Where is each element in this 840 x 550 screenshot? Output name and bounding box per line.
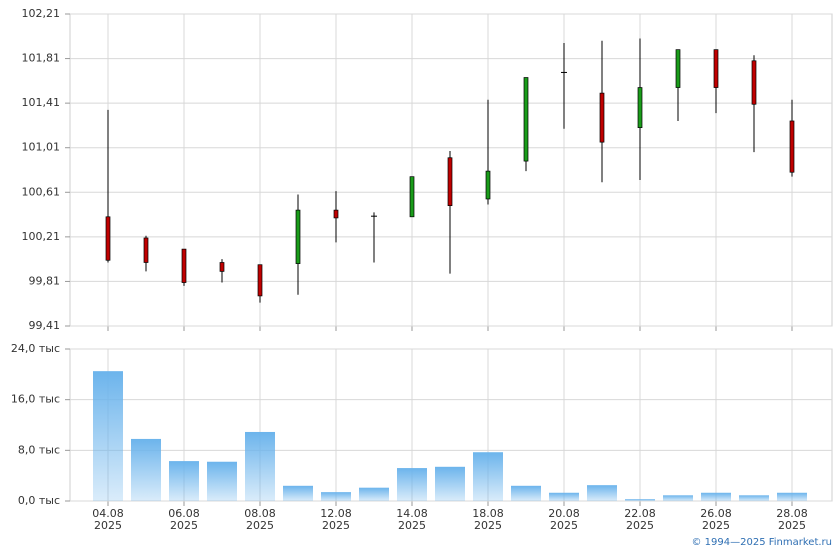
volume-bar xyxy=(435,466,465,501)
volume-bar xyxy=(587,485,617,501)
x-tick-label-year: 2025 xyxy=(474,519,502,532)
candle-body xyxy=(295,209,301,264)
candle-body xyxy=(523,77,529,162)
footer: © 1994—2025 Finmarket.ru xyxy=(691,537,832,548)
volume-bar xyxy=(283,485,313,501)
volume-bar xyxy=(473,452,503,501)
y-tick-label: 99,81 xyxy=(29,274,61,287)
x-tick-label-year: 2025 xyxy=(246,519,274,532)
candle-body xyxy=(219,262,225,272)
y-tick-label: 101,01 xyxy=(22,141,61,154)
x-tick-label: 14.08 xyxy=(396,507,428,520)
candle-body xyxy=(371,215,377,217)
candle-body xyxy=(333,209,339,219)
candle-body xyxy=(181,248,187,283)
x-tick-label: 08.08 xyxy=(244,507,276,520)
x-tick-label: 22.08 xyxy=(624,507,656,520)
volume-bar xyxy=(397,468,427,501)
candle-body xyxy=(789,120,795,173)
x-tick-label-year: 2025 xyxy=(398,519,426,532)
x-tick-label: 20.08 xyxy=(548,507,580,520)
volume-bar xyxy=(625,499,655,501)
volume-bar xyxy=(93,371,123,501)
volume-bar xyxy=(663,495,693,501)
x-tick-label-year: 2025 xyxy=(170,519,198,532)
y-tick-label: 0,0 тыс xyxy=(18,494,60,507)
y-tick-label: 100,21 xyxy=(22,230,61,243)
candle-body xyxy=(105,216,111,261)
y-tick-label: 102,21 xyxy=(22,7,61,20)
candle-body xyxy=(485,170,491,200)
candle-body xyxy=(637,87,643,129)
y-tick-label: 8,0 тыс xyxy=(18,443,60,456)
candle-body xyxy=(447,157,453,207)
volume-bar xyxy=(359,487,389,501)
x-tick-label: 28.08 xyxy=(776,507,808,520)
y-tick-label: 24,0 тыс xyxy=(11,342,60,355)
x-tick-label-year: 2025 xyxy=(94,519,122,532)
candle-body xyxy=(599,92,605,143)
candle-body xyxy=(143,237,149,263)
x-tick-label-year: 2025 xyxy=(322,519,350,532)
candle-body xyxy=(257,264,263,297)
candle-body xyxy=(409,176,415,218)
x-tick-label: 26.08 xyxy=(700,507,732,520)
y-tick-label: 101,81 xyxy=(22,52,61,65)
candle-body xyxy=(561,71,567,73)
volume-bar xyxy=(549,492,579,501)
x-tick-label: 18.08 xyxy=(472,507,504,520)
volume-bar xyxy=(701,492,731,501)
x-tick-label-year: 2025 xyxy=(550,519,578,532)
volume-bar xyxy=(169,461,199,501)
x-tick-label-year: 2025 xyxy=(626,519,654,532)
x-tick-label-year: 2025 xyxy=(702,519,730,532)
candle-body xyxy=(751,60,757,105)
volume-bar xyxy=(739,495,769,501)
x-tick-label: 12.08 xyxy=(320,507,352,520)
y-tick-label: 16,0 тыс xyxy=(11,393,60,406)
candle-body xyxy=(675,49,681,88)
volume-bar xyxy=(245,431,275,501)
candle-body xyxy=(713,49,719,88)
y-tick-label: 100,61 xyxy=(22,185,61,198)
y-tick-label: 99,41 xyxy=(29,319,61,332)
x-tick-label-year: 2025 xyxy=(778,519,806,532)
y-tick-label: 101,41 xyxy=(22,96,61,109)
volume-bar xyxy=(511,485,541,501)
x-tick-label: 06.08 xyxy=(168,507,200,520)
x-tick-label: 04.08 xyxy=(92,507,124,520)
volume-bar xyxy=(207,461,237,501)
volume-bar xyxy=(321,492,351,501)
volume-bar xyxy=(777,492,807,501)
volume-bar xyxy=(131,438,161,501)
